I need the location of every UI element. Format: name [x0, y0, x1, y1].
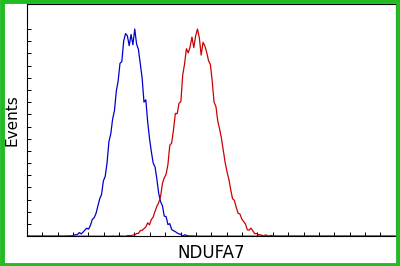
- Y-axis label: Events: Events: [4, 94, 19, 146]
- X-axis label: NDUFA7: NDUFA7: [178, 244, 245, 262]
